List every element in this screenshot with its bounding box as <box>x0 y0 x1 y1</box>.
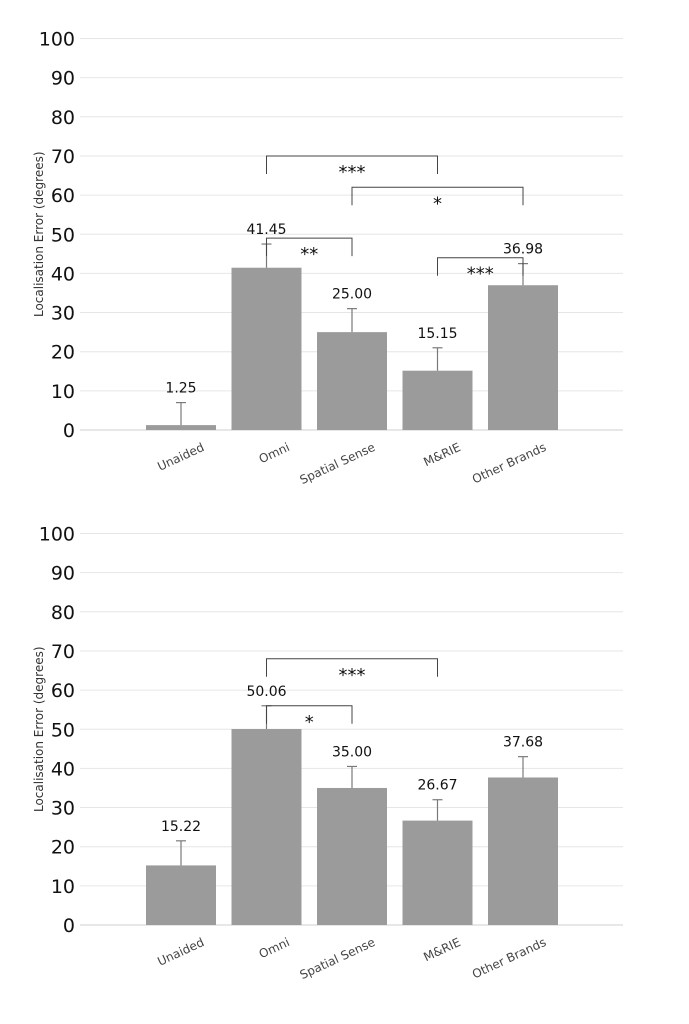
bar-other-brands <box>488 285 558 430</box>
data-label: 35.00 <box>332 744 372 760</box>
significance-bracket <box>437 257 524 276</box>
bar-omni <box>231 729 302 925</box>
y-tick-label: 100 <box>39 524 75 546</box>
bar-m-rie <box>402 820 473 925</box>
y-tick-label: 100 <box>39 29 75 51</box>
data-label: 25.00 <box>332 287 372 303</box>
y-tick-label: 40 <box>51 263 75 285</box>
y-tick-label: 60 <box>51 185 75 207</box>
bar-unaided <box>146 865 216 925</box>
y-tick-label: 30 <box>51 303 75 325</box>
y-tick-label: 50 <box>51 719 75 741</box>
significance-label: * <box>433 193 442 214</box>
y-axis-label: Localisation Error (degrees) <box>32 151 46 317</box>
significance-bracket <box>266 155 438 174</box>
y-tick-label: 10 <box>51 876 75 898</box>
y-tick-label: 90 <box>51 68 75 90</box>
y-tick-label: 70 <box>51 641 75 663</box>
y-axis-label: Localisation Error (degrees) <box>32 646 46 812</box>
bar-omni <box>231 267 302 430</box>
y-tick-label: 10 <box>51 381 75 403</box>
x-tick-label: Spatial Sense <box>298 440 378 487</box>
data-label: 1.25 <box>165 381 196 397</box>
y-tick-label: 80 <box>51 602 75 624</box>
significance-label: *** <box>467 264 494 285</box>
x-tick-label: Other Brands <box>470 440 548 486</box>
data-label: 36.98 <box>503 242 543 258</box>
x-tick-label: Unaided <box>155 440 206 474</box>
y-tick-label: 20 <box>51 342 75 364</box>
data-label: 50.06 <box>246 684 286 700</box>
y-tick-label: 70 <box>51 146 75 168</box>
data-label: 15.22 <box>161 819 201 835</box>
data-label: 26.67 <box>417 778 457 794</box>
data-label: 37.68 <box>503 735 543 751</box>
data-label: 15.15 <box>417 326 457 342</box>
chart-top: 0 10 20 30 40 50 60 70 80 90 100 Localisation Error… <box>32 29 623 487</box>
bar-spatial-sense <box>317 332 387 430</box>
significance-label: *** <box>339 665 366 686</box>
significance-bracket <box>266 658 438 677</box>
significance-label: *** <box>339 162 366 183</box>
bar-other-brands <box>488 777 558 925</box>
chart-bottom: 0 10 20 30 40 50 60 70 80 90 100 Localisation Error… <box>32 524 623 982</box>
y-tick-label: 40 <box>51 758 75 780</box>
y-tick-label: 0 <box>63 420 75 442</box>
significance-bracket <box>266 237 353 257</box>
significance-bracket <box>266 705 353 724</box>
y-tick-label: 30 <box>51 798 75 820</box>
bar-m-rie <box>402 370 473 430</box>
y-tick-label: 20 <box>51 837 75 859</box>
bar-unaided <box>146 425 216 430</box>
y-tick-label: 50 <box>51 224 75 246</box>
x-tick-label: Unaided <box>155 935 206 969</box>
x-tick-label: Omni <box>257 935 292 961</box>
x-tick-label: M&RIE <box>421 935 462 964</box>
significance-label: * <box>305 712 314 733</box>
x-tick-label: Omni <box>257 440 292 466</box>
x-tick-label: M&RIE <box>421 440 462 469</box>
y-tick-label: 90 <box>51 563 75 585</box>
y-tick-label: 80 <box>51 107 75 129</box>
data-label: 41.45 <box>246 222 286 238</box>
bar-spatial-sense <box>317 787 387 925</box>
y-tick-label: 60 <box>51 680 75 702</box>
y-tick-label: 0 <box>63 915 75 937</box>
significance-label: ** <box>300 244 318 265</box>
x-tick-label: Spatial Sense <box>298 935 378 982</box>
significance-bracket <box>351 186 524 206</box>
x-tick-label: Other Brands <box>470 935 548 981</box>
